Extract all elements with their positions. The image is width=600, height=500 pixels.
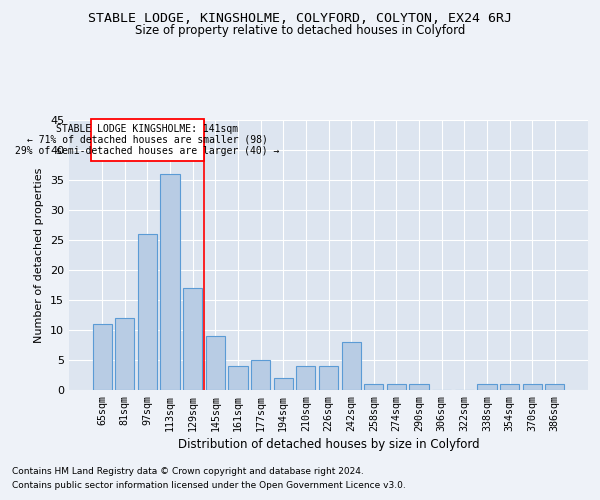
Bar xyxy=(91,119,204,161)
Text: ← 71% of detached houses are smaller (98): ← 71% of detached houses are smaller (98… xyxy=(27,135,268,145)
Bar xyxy=(387,384,406,390)
Bar xyxy=(115,318,134,390)
Bar xyxy=(274,378,293,390)
Bar xyxy=(229,366,248,390)
Bar xyxy=(206,336,225,390)
Bar xyxy=(160,174,180,390)
Bar xyxy=(183,288,202,390)
Bar xyxy=(409,384,428,390)
Text: Size of property relative to detached houses in Colyford: Size of property relative to detached ho… xyxy=(135,24,465,37)
Text: Contains public sector information licensed under the Open Government Licence v3: Contains public sector information licen… xyxy=(12,481,406,490)
Text: STABLE LODGE, KINGSHOLME, COLYFORD, COLYTON, EX24 6RJ: STABLE LODGE, KINGSHOLME, COLYFORD, COLY… xyxy=(88,12,512,26)
Bar xyxy=(319,366,338,390)
Bar xyxy=(364,384,383,390)
Bar xyxy=(341,342,361,390)
Bar xyxy=(251,360,270,390)
Bar xyxy=(92,324,112,390)
Bar xyxy=(138,234,157,390)
Bar xyxy=(477,384,497,390)
Bar xyxy=(500,384,519,390)
Bar xyxy=(296,366,316,390)
Bar xyxy=(545,384,565,390)
Text: STABLE LODGE KINGSHOLME: 141sqm: STABLE LODGE KINGSHOLME: 141sqm xyxy=(56,124,239,134)
Text: Contains HM Land Registry data © Crown copyright and database right 2024.: Contains HM Land Registry data © Crown c… xyxy=(12,467,364,476)
Bar xyxy=(523,384,542,390)
Text: 29% of semi-detached houses are larger (40) →: 29% of semi-detached houses are larger (… xyxy=(15,146,280,156)
X-axis label: Distribution of detached houses by size in Colyford: Distribution of detached houses by size … xyxy=(178,438,479,451)
Y-axis label: Number of detached properties: Number of detached properties xyxy=(34,168,44,342)
